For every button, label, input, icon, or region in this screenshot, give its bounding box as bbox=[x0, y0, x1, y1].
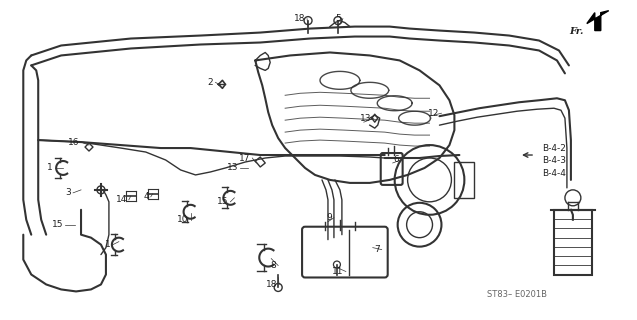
Text: 18: 18 bbox=[266, 280, 277, 289]
Text: B-4-4: B-4-4 bbox=[542, 169, 566, 179]
Text: 11: 11 bbox=[333, 267, 344, 276]
Text: 7: 7 bbox=[374, 245, 380, 254]
Text: 15: 15 bbox=[52, 220, 63, 229]
Text: 15: 15 bbox=[217, 197, 229, 206]
Text: 10: 10 bbox=[177, 215, 189, 224]
Text: 8: 8 bbox=[271, 261, 276, 270]
Text: 16: 16 bbox=[68, 138, 79, 147]
Text: 13: 13 bbox=[361, 114, 372, 123]
Text: 14: 14 bbox=[115, 195, 127, 204]
Text: 1: 1 bbox=[105, 240, 111, 249]
Text: 4: 4 bbox=[143, 192, 149, 201]
Text: 3: 3 bbox=[66, 188, 71, 197]
Bar bbox=[554, 210, 592, 275]
Text: 12: 12 bbox=[428, 109, 440, 118]
Text: B-4-3: B-4-3 bbox=[542, 156, 566, 165]
Text: 9: 9 bbox=[326, 213, 332, 222]
Text: Fr.: Fr. bbox=[569, 27, 584, 36]
Bar bbox=[454, 162, 475, 198]
Text: 5: 5 bbox=[335, 14, 341, 23]
Text: B-4-2: B-4-2 bbox=[542, 144, 566, 153]
Text: ST83– E0201B: ST83– E0201B bbox=[487, 290, 547, 299]
Text: 17: 17 bbox=[239, 154, 250, 163]
Text: 2: 2 bbox=[208, 78, 213, 87]
Text: 6: 6 bbox=[393, 156, 399, 164]
Polygon shape bbox=[587, 11, 609, 31]
Text: 13: 13 bbox=[227, 164, 238, 172]
Text: 18: 18 bbox=[294, 14, 305, 23]
Text: 1: 1 bbox=[47, 164, 53, 172]
